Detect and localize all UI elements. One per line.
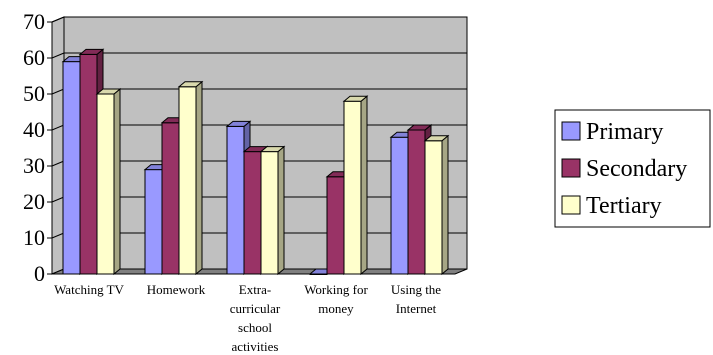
x-tick-label-1: Homework [147, 282, 206, 297]
y-tick-label-60: 60 [23, 45, 45, 70]
x-tick-label-2: Extra-curricular school activities [230, 282, 281, 354]
y-tick-label-70: 70 [23, 9, 45, 34]
bar-tertiary-2 [259, 145, 286, 276]
legend-box [554, 109, 711, 228]
legend-label-primary: Primary [586, 119, 663, 145]
legend-swatch-secondary [561, 158, 581, 178]
bars [61, 48, 450, 276]
y-tick-label-50: 50 [23, 81, 45, 106]
gridline-side-60 [51, 52, 65, 59]
bar-tertiary-3 [342, 95, 369, 276]
gridline-side-30 [51, 160, 65, 167]
bar-tertiary-0 [95, 87, 122, 276]
gridline-side-70 [51, 16, 65, 23]
x-axis: Watching TV Homework Extra-curricular schoo… [54, 282, 441, 354]
x-tick-label-3: Working for money [304, 282, 368, 316]
y-tick-label-20: 20 [23, 189, 45, 214]
legend-label-secondary: Secondary [586, 156, 687, 182]
x-tick-label-0: Watching TV [54, 282, 124, 297]
gridline-side-10 [51, 232, 65, 239]
y-tick-label-10: 10 [23, 225, 45, 250]
y-axis: 0 10 20 30 40 50 60 70 [23, 9, 53, 286]
gridline-side-40 [51, 124, 65, 131]
legend-label-tertiary: Tertiary [586, 193, 662, 219]
x-tick-label-4: Using the Internet [391, 282, 441, 316]
gridline-side-20 [51, 196, 65, 203]
bar-tertiary-1 [177, 80, 204, 276]
legend-swatch-primary [561, 121, 581, 141]
y-tick-label-0: 0 [34, 261, 45, 286]
legend-swatch-tertiary [561, 195, 581, 215]
y-tick-label-40: 40 [23, 117, 45, 142]
legend: Primary Secondary Tertiary [554, 109, 711, 228]
gridline-side-50 [51, 88, 65, 95]
y-tick-label-30: 30 [23, 153, 45, 178]
bar-tertiary-4 [423, 134, 450, 276]
